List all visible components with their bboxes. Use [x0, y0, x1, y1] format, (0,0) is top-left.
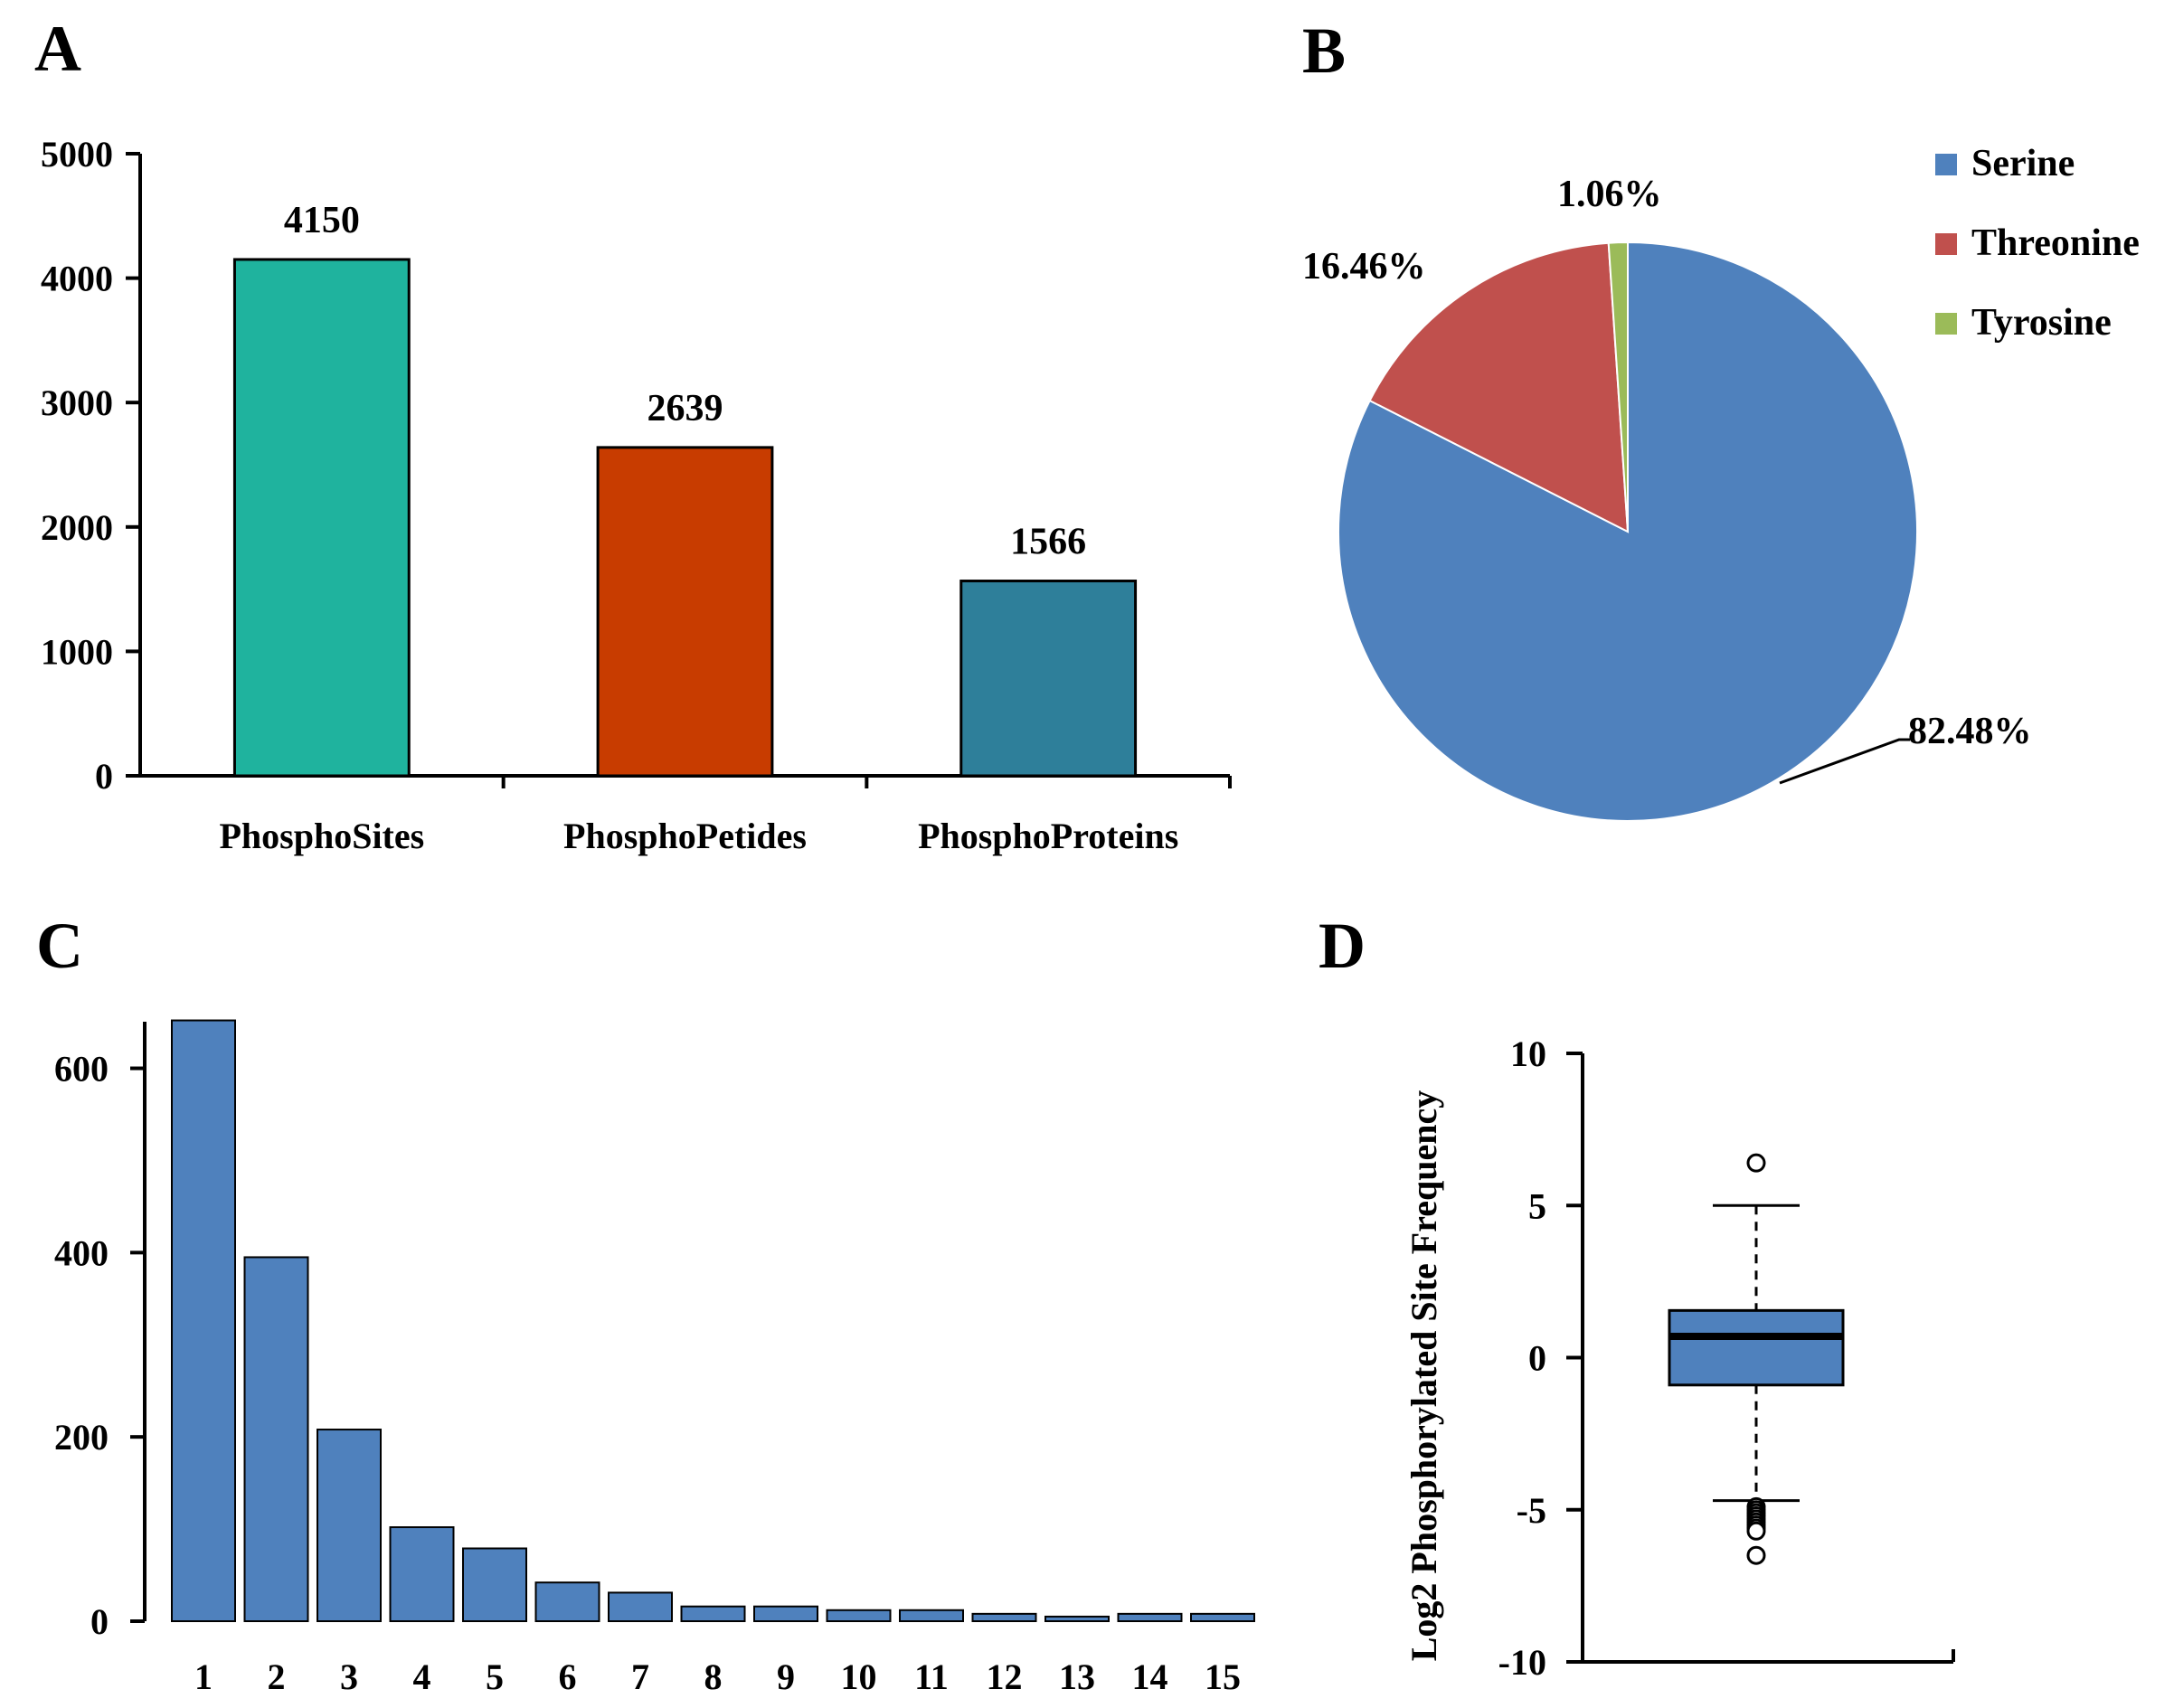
- d-y-tick-label: 10: [1510, 1033, 1546, 1074]
- c-category-label: 11: [914, 1656, 949, 1697]
- c-category-label: 3: [340, 1656, 358, 1697]
- b-legend-label: Serine: [1971, 143, 2075, 184]
- a-y-tick-label: 2000: [41, 507, 113, 548]
- c-bar: [608, 1591, 673, 1622]
- a-y-tick-label: 4000: [41, 259, 113, 299]
- a-bar-value-label: 2639: [647, 388, 723, 429]
- c-bar: [317, 1429, 382, 1623]
- a-y-tick-label: 5000: [41, 134, 113, 175]
- a-category-label: PhosphoSites: [219, 816, 424, 856]
- c-bar: [680, 1605, 746, 1622]
- c-category-label: 6: [559, 1656, 577, 1697]
- c-bar: [753, 1605, 818, 1622]
- b-pie-slice: [1368, 241, 1630, 533]
- b-legend-label: Tyrosine: [1971, 302, 2112, 344]
- c-y-tick-label: 400: [54, 1232, 109, 1273]
- c-category-label: 8: [704, 1656, 723, 1697]
- b-legend-label: Threonine: [1971, 222, 2140, 264]
- c-category-label: 1: [194, 1656, 213, 1697]
- c-bar: [389, 1526, 455, 1623]
- a-bar: [232, 258, 411, 778]
- d-box: [1668, 1308, 1845, 1387]
- chart-b-pie: 82.48% 16.46% 1.06% Serine Threonine Tyrosine: [1302, 143, 2140, 822]
- panel-label-c: C: [36, 910, 83, 982]
- b-legend-swatch: [1935, 154, 1957, 175]
- c-category-label: 13: [1059, 1656, 1095, 1697]
- c-category-label: 10: [841, 1656, 877, 1697]
- c-bar: [899, 1609, 964, 1623]
- c-bar: [1044, 1615, 1110, 1623]
- d-y-tick-label: 0: [1528, 1338, 1546, 1379]
- b-leader-line: [1779, 738, 1910, 785]
- a-y-tick-label: 1000: [41, 631, 113, 672]
- c-category-label: 4: [413, 1656, 431, 1697]
- c-bar: [462, 1547, 527, 1623]
- d-y-axis-label: Log2 Phosphorylated Site Frequency: [1404, 1090, 1444, 1662]
- panel-label-d: D: [1319, 910, 1366, 982]
- chart-a-bar: 0 1000 2000 3000 4000 5000 4150 PhosphoSites 263…: [41, 134, 1232, 856]
- b-slice-percent-label: 82.48%: [1908, 711, 2032, 752]
- b-legend-swatch: [1935, 313, 1957, 335]
- c-category-label: 15: [1205, 1656, 1241, 1697]
- c-bar: [971, 1612, 1037, 1622]
- a-bar-value-label: 1566: [1010, 522, 1086, 563]
- a-category-label: PhosphoPetides: [563, 816, 807, 856]
- c-bar: [243, 1256, 309, 1622]
- d-y-tick-label: -5: [1517, 1490, 1546, 1531]
- c-y-tick-label: 200: [54, 1417, 109, 1458]
- d-outlier-point: [1746, 1521, 1766, 1541]
- c-category-label: 12: [987, 1656, 1023, 1697]
- c-bar: [826, 1609, 892, 1623]
- b-legend-swatch: [1935, 233, 1957, 255]
- d-y-tick-label: 5: [1528, 1185, 1546, 1226]
- d-outlier-point: [1746, 1153, 1766, 1173]
- c-bar: [1190, 1612, 1255, 1622]
- b-slice-percent-label: 1.06%: [1557, 174, 1662, 215]
- c-category-label: 14: [1132, 1656, 1168, 1697]
- c-category-label: 9: [777, 1656, 795, 1697]
- c-category-label: 7: [631, 1656, 649, 1697]
- c-y-tick-label: 600: [54, 1049, 109, 1090]
- chart-d-box: -10 -5 0 5 10 Log2 Phosphorylated Site Freque…: [1404, 1033, 1955, 1683]
- panel-label-b: B: [1302, 14, 1346, 87]
- c-category-label: 5: [486, 1656, 504, 1697]
- a-bar: [959, 580, 1138, 778]
- a-bar: [596, 446, 774, 778]
- c-bar: [1117, 1612, 1183, 1622]
- b-slice-percent-label: 16.46%: [1302, 246, 1426, 288]
- b-pie-slice: [1607, 241, 1629, 533]
- a-y-tick-label: 3000: [41, 382, 113, 423]
- c-y-tick-label: 0: [90, 1601, 109, 1642]
- a-bar-value-label: 4150: [284, 200, 360, 241]
- c-category-label: 2: [268, 1656, 286, 1697]
- c-bar: [534, 1581, 600, 1622]
- panel-label-a: A: [34, 13, 81, 85]
- d-outlier-point: [1746, 1545, 1766, 1565]
- d-y-tick-label: -10: [1498, 1642, 1546, 1683]
- c-bar: [171, 1019, 236, 1622]
- a-category-label: PhosphoProteins: [918, 816, 1178, 856]
- a-y-tick-label: 0: [95, 756, 113, 797]
